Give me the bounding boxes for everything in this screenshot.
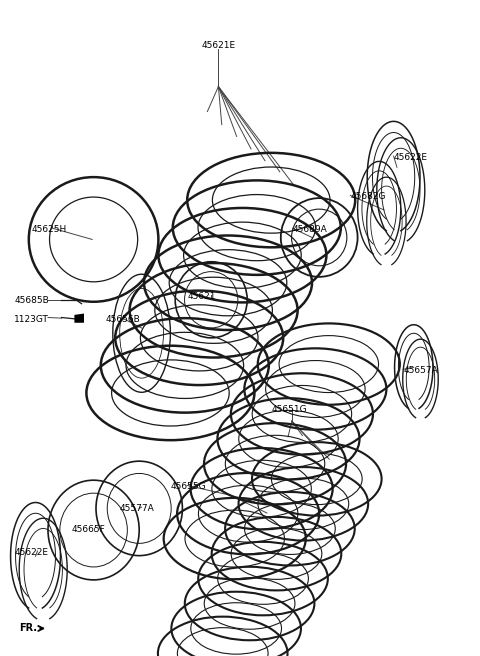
Text: 45657A: 45657A [403, 366, 438, 375]
Text: 45621: 45621 [187, 292, 216, 301]
Text: 45651G: 45651G [271, 405, 307, 415]
Polygon shape [74, 314, 84, 323]
Text: 45689A: 45689A [293, 225, 327, 234]
Text: 45656B: 45656B [106, 315, 140, 324]
Text: FR.: FR. [19, 623, 37, 634]
Text: 45622E: 45622E [14, 548, 48, 557]
Text: 45665F: 45665F [72, 525, 106, 534]
Text: 45685B: 45685B [14, 296, 49, 305]
Text: 45577A: 45577A [120, 504, 155, 513]
Text: 45622E: 45622E [394, 153, 428, 162]
Text: 45621E: 45621E [201, 41, 236, 51]
Text: 45625H: 45625H [31, 225, 66, 234]
Text: 45655G: 45655G [170, 482, 206, 491]
Text: 45682G: 45682G [350, 192, 386, 201]
Text: 1123GT: 1123GT [14, 315, 49, 324]
